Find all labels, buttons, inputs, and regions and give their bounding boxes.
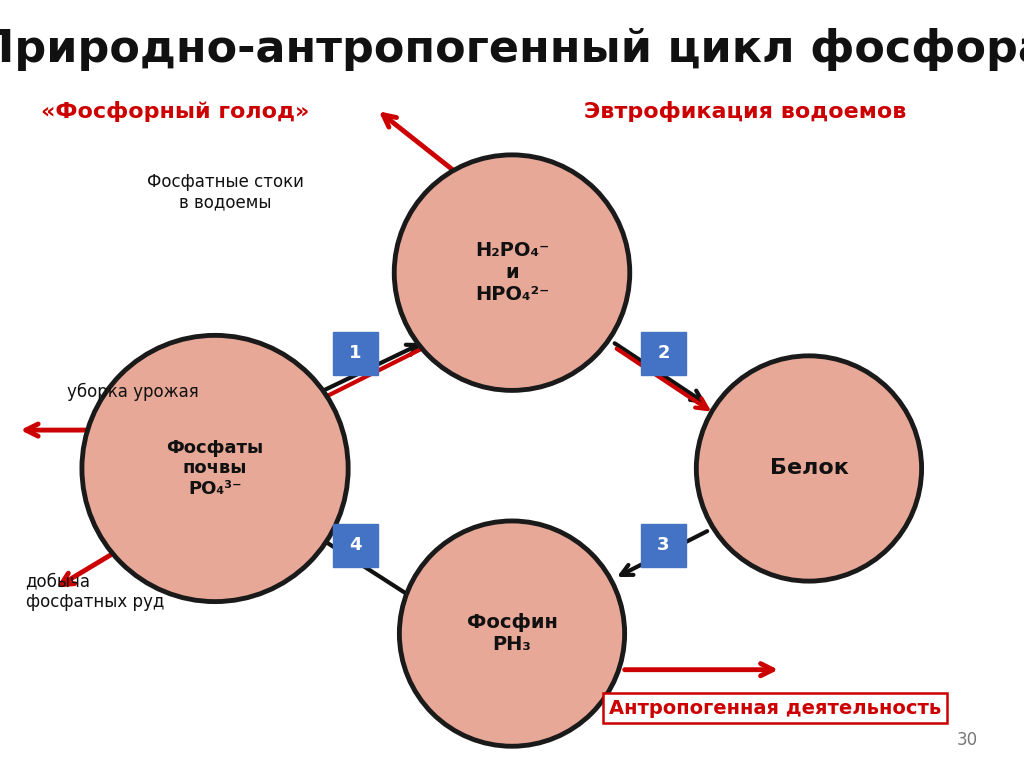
Text: Фосфин
PH₃: Фосфин PH₃ <box>467 613 557 654</box>
FancyArrowPatch shape <box>625 664 773 676</box>
FancyArrowPatch shape <box>61 541 133 584</box>
FancyBboxPatch shape <box>333 332 378 375</box>
Text: Антропогенная деятельность: Антропогенная деятельность <box>609 699 941 717</box>
FancyArrowPatch shape <box>383 114 471 184</box>
Ellipse shape <box>394 155 630 390</box>
FancyBboxPatch shape <box>641 332 686 375</box>
Text: 3: 3 <box>657 536 670 554</box>
Ellipse shape <box>696 356 922 581</box>
Text: 4: 4 <box>349 536 361 554</box>
Ellipse shape <box>82 336 348 601</box>
FancyArrowPatch shape <box>313 534 413 598</box>
Text: Белок: Белок <box>769 458 849 478</box>
FancyArrowPatch shape <box>26 424 87 436</box>
Text: 1: 1 <box>349 344 361 362</box>
FancyBboxPatch shape <box>333 524 378 567</box>
FancyArrowPatch shape <box>616 349 708 409</box>
FancyArrowPatch shape <box>308 349 423 406</box>
Text: Фосфатные стоки
в водоемы: Фосфатные стоки в водоемы <box>146 173 304 211</box>
Text: «Фосфорный голод»: «Фосфорный голод» <box>41 101 309 122</box>
Text: Природно-антропогенный цикл фосфора: Природно-антропогенный цикл фосфора <box>0 28 1024 71</box>
FancyBboxPatch shape <box>641 524 686 567</box>
FancyArrowPatch shape <box>621 531 708 575</box>
Text: H₂PO₄⁻
и
HPO₄²⁻: H₂PO₄⁻ и HPO₄²⁻ <box>475 241 549 304</box>
Text: 30: 30 <box>956 731 978 749</box>
FancyArrowPatch shape <box>299 345 418 402</box>
Ellipse shape <box>399 521 625 746</box>
Text: Фосфаты
почвы
PO₄³⁻: Фосфаты почвы PO₄³⁻ <box>167 439 263 498</box>
FancyArrowPatch shape <box>614 343 702 402</box>
Text: 2: 2 <box>657 344 670 362</box>
Text: добыча
фосфатных руд: добыча фосфатных руд <box>26 572 164 611</box>
Text: Эвтрофикация водоемов: Эвтрофикация водоемов <box>584 101 906 122</box>
Text: уборка урожая: уборка урожая <box>67 382 199 401</box>
